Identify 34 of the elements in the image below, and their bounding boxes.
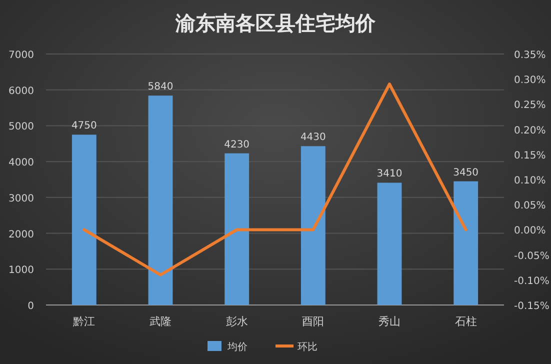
data-label: 3450 (453, 167, 479, 178)
y2-tick-label: 0.10% (514, 176, 546, 186)
x-tick-label: 彭水 (226, 315, 248, 328)
x-tick-label: 酉阳 (302, 315, 324, 328)
y-tick-label: 2000 (8, 229, 34, 240)
x-tick-label: 黔江 (72, 315, 96, 328)
data-label: 3410 (376, 168, 402, 180)
y-tick-label: 7000 (8, 50, 34, 61)
y2-tick-label: 0.15% (514, 150, 546, 162)
y2-tick-label: 0.20% (514, 125, 546, 136)
y-tick-label: 5000 (8, 122, 34, 133)
y-tick-label: 3000 (8, 193, 34, 204)
data-label: 4750 (71, 120, 97, 132)
y-tick-label: 1000 (8, 265, 34, 276)
y-tick-label: 6000 (8, 86, 34, 97)
data-label: 5840 (148, 82, 174, 93)
y2-tick-label: -0.10% (514, 276, 550, 287)
x-tick-label: 秀山 (378, 315, 400, 328)
y-tick-label: 0 (28, 301, 34, 312)
y2-tick-label: 0.30% (514, 75, 546, 86)
chart-title: 渝东南各区县住宅均价 (174, 11, 376, 35)
y-tick-label: 4000 (8, 158, 34, 169)
y2-tick-label: -0.15% (514, 301, 550, 312)
legend-label: 均价 (226, 341, 248, 353)
y2-tick-label: -0.05% (514, 250, 550, 262)
y2-tick-label: 0.05% (514, 200, 546, 212)
y2-tick-label: 0.35% (514, 50, 546, 61)
y2-tick-label: 0.00% (514, 226, 546, 237)
x-tick-label: 石柱 (454, 315, 477, 328)
data-label: 4430 (300, 132, 326, 144)
legend-label: 环比 (298, 341, 318, 353)
x-tick-label: 武隆 (150, 315, 172, 328)
y2-tick-label: 0.25% (514, 100, 546, 112)
data-label: 4230 (224, 139, 250, 150)
